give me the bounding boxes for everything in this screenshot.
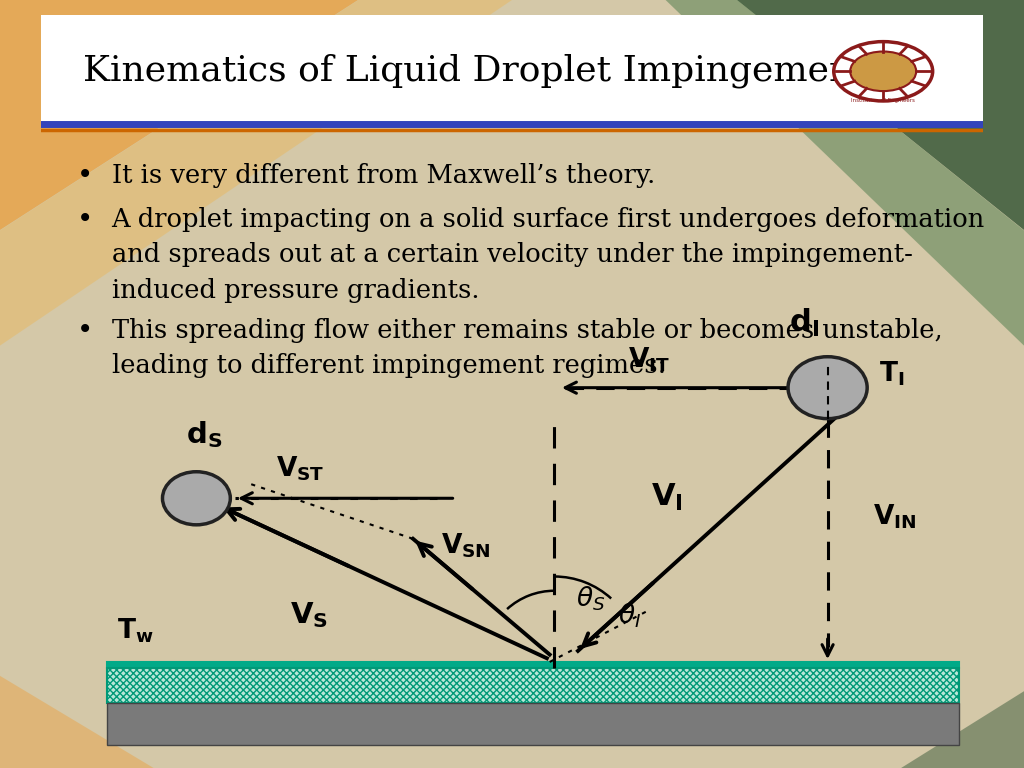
Bar bbox=[106, 703, 959, 745]
Text: Kinematics of Liquid Droplet Impingement: Kinematics of Liquid Droplet Impingement bbox=[83, 54, 867, 88]
Text: $\mathbf{V_{IN}}$: $\mathbf{V_{IN}}$ bbox=[872, 502, 916, 531]
Text: •: • bbox=[77, 163, 93, 190]
Text: $\mathbf{T_w}$: $\mathbf{T_w}$ bbox=[117, 617, 154, 645]
Text: $\mathbf{V_{ST}}$: $\mathbf{V_{ST}}$ bbox=[276, 454, 325, 482]
Bar bbox=[106, 668, 959, 703]
Circle shape bbox=[834, 41, 933, 101]
Text: $\mathbf{V_{SN}}$: $\mathbf{V_{SN}}$ bbox=[441, 531, 492, 560]
Polygon shape bbox=[666, 0, 1024, 346]
Text: leading to different impingement regimes:: leading to different impingement regimes… bbox=[112, 353, 666, 378]
Circle shape bbox=[850, 51, 916, 91]
Polygon shape bbox=[737, 0, 1024, 230]
Text: This spreading flow either remains stable or becomes unstable,: This spreading flow either remains stabl… bbox=[112, 318, 942, 343]
Text: $\mathbf{T_I}$: $\mathbf{T_I}$ bbox=[880, 359, 905, 389]
Text: induced pressure gradients.: induced pressure gradients. bbox=[112, 278, 479, 303]
Polygon shape bbox=[0, 676, 154, 768]
Polygon shape bbox=[901, 691, 1024, 768]
Text: $\mathbf{d_I}$: $\mathbf{d_I}$ bbox=[788, 307, 819, 339]
Text: It is very different from Maxwell’s theory.: It is very different from Maxwell’s theo… bbox=[112, 163, 655, 188]
Text: $\theta_I$: $\theta_I$ bbox=[618, 601, 641, 630]
Bar bbox=[106, 662, 959, 668]
Bar bbox=[41, 15, 983, 122]
Circle shape bbox=[788, 356, 867, 419]
Polygon shape bbox=[0, 0, 358, 230]
Text: A droplet impacting on a solid surface first undergoes deformation: A droplet impacting on a solid surface f… bbox=[112, 207, 985, 232]
Polygon shape bbox=[0, 0, 512, 346]
Text: $\mathbf{V_{IT}}$: $\mathbf{V_{IT}}$ bbox=[628, 345, 670, 373]
Circle shape bbox=[163, 472, 230, 525]
Text: $\mathbf{V_S}$: $\mathbf{V_S}$ bbox=[291, 601, 329, 631]
Text: $\mathbf{V_I}$: $\mathbf{V_I}$ bbox=[651, 482, 683, 513]
Text: $\theta_S$: $\theta_S$ bbox=[575, 584, 605, 613]
Text: $\mathbf{d_S}$: $\mathbf{d_S}$ bbox=[185, 419, 222, 450]
Text: •: • bbox=[77, 207, 93, 234]
Text: Institution of Engineers: Institution of Engineers bbox=[851, 98, 915, 104]
Text: •: • bbox=[77, 318, 93, 345]
Text: and spreads out at a certain velocity under the impingement-: and spreads out at a certain velocity un… bbox=[112, 243, 912, 267]
